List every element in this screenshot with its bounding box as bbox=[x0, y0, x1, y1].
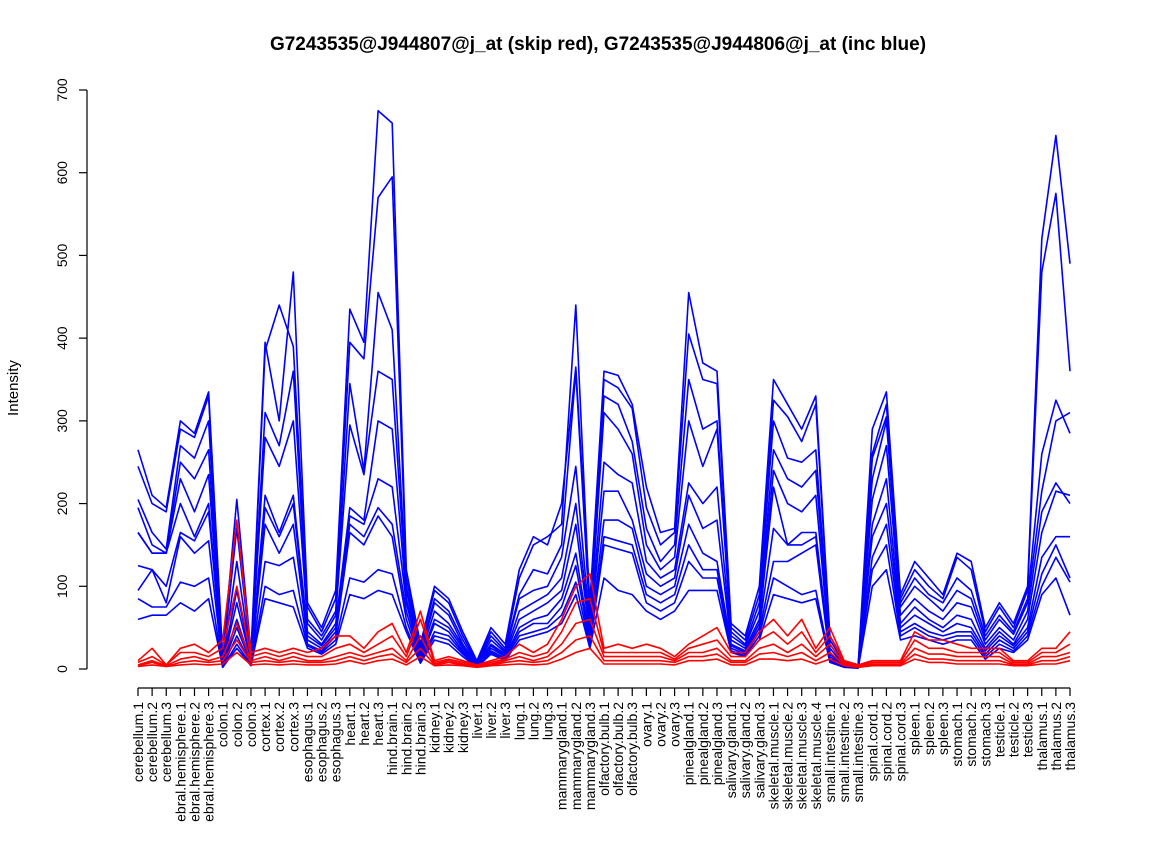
x-tick-label: kidney.1 bbox=[427, 702, 443, 753]
x-tick-label: cerebellum.2 bbox=[144, 702, 160, 782]
x-tick-label: esophagus.2 bbox=[314, 702, 330, 782]
x-tick-label: stomach.1 bbox=[949, 702, 965, 767]
x-tick-label: mammarygland.3 bbox=[582, 702, 598, 810]
chart-title: G7243535@J944807@j_at (skip red), G72435… bbox=[270, 34, 926, 55]
x-tick-label: mammarygland.2 bbox=[568, 702, 584, 810]
y-tick-label: 200 bbox=[54, 492, 70, 516]
x-tick-label: testicle.1 bbox=[991, 702, 1007, 757]
x-tick-label: spinal.cord.1 bbox=[864, 702, 880, 782]
y-tick-label: 500 bbox=[54, 244, 70, 268]
x-tick-label: mammarygland.1 bbox=[554, 702, 570, 810]
x-tick-label: pinealgland.3 bbox=[709, 702, 725, 786]
x-axis: cerebellum.1cerebellum.2cerebellum.3ebra… bbox=[130, 687, 1078, 822]
series-line-skip_1 bbox=[137, 519, 1071, 666]
x-tick-label: salivary.gland.3 bbox=[751, 702, 767, 798]
x-tick-label: ebral.hemisphere.1 bbox=[172, 702, 188, 822]
x-tick-label: pinealgland.1 bbox=[681, 702, 697, 786]
series-line-inc_7 bbox=[137, 502, 1070, 669]
series-line-inc_10 bbox=[137, 568, 1071, 670]
x-tick-label: hind.brain.1 bbox=[384, 702, 400, 775]
series-line-inc_9 bbox=[137, 544, 1071, 669]
series-line-skip_3 bbox=[137, 618, 1071, 668]
series-line-inc_2 bbox=[137, 176, 1071, 667]
x-tick-label: liver.3 bbox=[497, 702, 513, 739]
x-tick-label: stomach.2 bbox=[963, 702, 979, 767]
y-tick-label: 300 bbox=[54, 409, 70, 433]
x-tick-label: heart.3 bbox=[370, 702, 386, 746]
x-tick-label: cortex.1 bbox=[257, 702, 273, 752]
x-tick-label: ovary.2 bbox=[652, 702, 668, 747]
x-tick-label: liver.1 bbox=[469, 702, 485, 739]
x-tick-label: hind.brain.2 bbox=[398, 702, 414, 775]
x-tick-label: ovary.3 bbox=[667, 702, 683, 747]
x-tick-label: olfactory.bulb.3 bbox=[624, 702, 640, 796]
y-axis-label: Intensity bbox=[5, 360, 22, 416]
x-tick-label: skeletal.muscle.4 bbox=[808, 702, 824, 810]
x-tick-label: spinal.cord.3 bbox=[893, 702, 909, 782]
y-tick-label: 600 bbox=[54, 161, 70, 185]
y-axis: 0 100 200 300 400 500 600 700 bbox=[54, 78, 88, 673]
x-tick-label: heart.2 bbox=[356, 702, 372, 746]
x-tick-label: ebral.hemisphere.2 bbox=[186, 702, 202, 822]
x-tick-label: cerebellum.3 bbox=[158, 702, 174, 782]
y-tick-label: 700 bbox=[54, 78, 70, 102]
x-tick-label: lung.3 bbox=[540, 702, 556, 740]
series-line-inc_1 bbox=[137, 109, 1071, 666]
x-tick-label: colon.2 bbox=[229, 702, 245, 747]
x-tick-label: spleen.1 bbox=[907, 702, 923, 755]
x-tick-label: heart.1 bbox=[342, 702, 358, 746]
series-line-skip_4 bbox=[137, 635, 1071, 668]
x-tick-label: thalamus.2 bbox=[1048, 702, 1064, 771]
x-tick-label: esophagus.1 bbox=[299, 702, 315, 782]
y-tick-label: 100 bbox=[54, 574, 70, 598]
x-tick-label: lung.1 bbox=[511, 702, 527, 740]
x-tick-label: kidney.3 bbox=[455, 702, 471, 753]
x-tick-label: testicle.3 bbox=[1020, 702, 1036, 757]
series-line-skip_5 bbox=[137, 647, 1071, 669]
x-tick-label: pinealgland.2 bbox=[695, 702, 711, 786]
x-tick-label: testicle.2 bbox=[1006, 702, 1022, 757]
x-tick-label: thalamus.3 bbox=[1062, 702, 1078, 771]
x-tick-label: small.intestine.3 bbox=[850, 702, 866, 803]
x-tick-label: cerebellum.1 bbox=[130, 702, 146, 782]
series-layer bbox=[137, 109, 1071, 670]
x-tick-label: ebral.hemisphere.3 bbox=[201, 702, 217, 822]
x-tick-label: spinal.cord.2 bbox=[878, 702, 894, 782]
x-tick-label: hind.brain.3 bbox=[412, 702, 428, 775]
x-tick-label: cortex.3 bbox=[285, 702, 301, 752]
y-tick-label: 0 bbox=[54, 665, 70, 673]
series-line-skip_2 bbox=[137, 585, 1071, 667]
x-tick-label: skeletal.muscle.1 bbox=[765, 702, 781, 810]
x-tick-label: olfactory.bulb.2 bbox=[610, 702, 626, 796]
x-tick-label: stomach.3 bbox=[977, 702, 993, 767]
x-tick-label: skeletal.muscle.3 bbox=[794, 702, 810, 810]
x-tick-label: cortex.2 bbox=[271, 702, 287, 752]
x-tick-label: colon.3 bbox=[243, 702, 259, 747]
series-line-inc_4 bbox=[137, 370, 1071, 668]
x-tick-label: salivary.gland.2 bbox=[737, 702, 753, 798]
x-tick-label: olfactory.bulb.1 bbox=[596, 702, 612, 796]
x-tick-label: ovary.1 bbox=[638, 702, 654, 747]
x-tick-label: esophagus.3 bbox=[328, 702, 344, 782]
x-tick-label: colon.1 bbox=[215, 702, 231, 747]
x-tick-label: spleen.2 bbox=[921, 702, 937, 755]
x-tick-label: salivary.gland.1 bbox=[723, 702, 739, 798]
x-tick-label: spleen.3 bbox=[935, 702, 951, 755]
series-line-inc_8 bbox=[137, 515, 1071, 669]
x-tick-label: lung.2 bbox=[525, 702, 541, 740]
series-line-inc_5 bbox=[137, 420, 1071, 669]
y-tick-label: 400 bbox=[54, 326, 70, 350]
x-tick-label: kidney.2 bbox=[441, 702, 457, 753]
x-tick-label: small.intestine.2 bbox=[836, 702, 852, 803]
x-tick-label: small.intestine.1 bbox=[822, 702, 838, 803]
x-tick-label: thalamus.1 bbox=[1034, 702, 1050, 771]
x-tick-label: skeletal.muscle.2 bbox=[780, 702, 796, 810]
series-line-inc_3 bbox=[137, 291, 1071, 668]
x-tick-label: liver.2 bbox=[483, 702, 499, 739]
series-line-inc_6 bbox=[137, 477, 1071, 669]
